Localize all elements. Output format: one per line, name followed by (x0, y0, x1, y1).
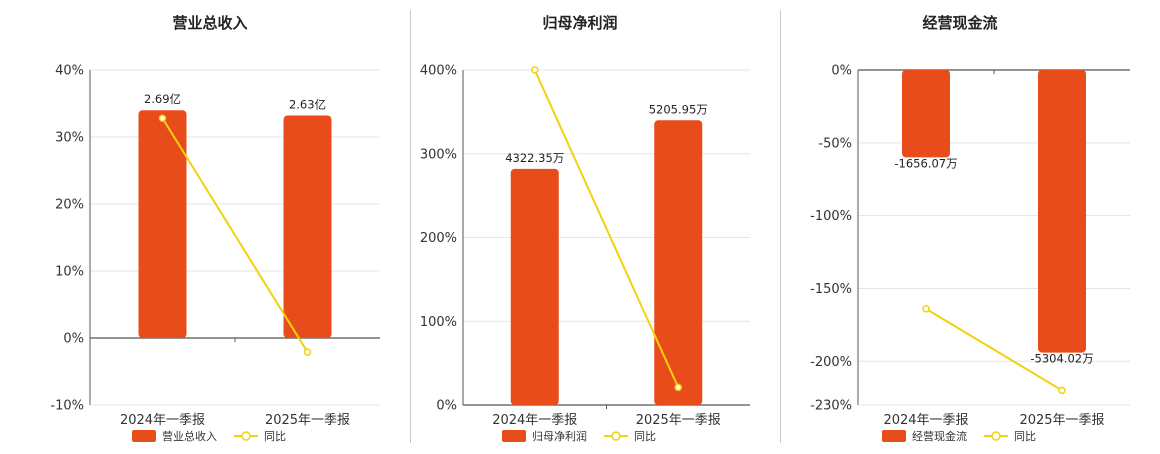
legend-label-bar: 归母净利润 (532, 429, 587, 443)
y-tick-label: -200% (810, 355, 852, 370)
yoy-point (674, 383, 682, 392)
y-tick-label: 100% (420, 315, 457, 330)
legend-label-bar: 经营现金流 (912, 429, 967, 443)
chart-panel-3: 经营现金流 -230% -200% -150% -100% -50% 0% 2024年一季报 2… (810, 14, 1130, 443)
legend-swatch-point (991, 431, 1001, 441)
panel-divider (780, 10, 781, 443)
legend-label-bar: 营业总收入 (162, 429, 217, 443)
x-tick-label: 2025年一季报 (636, 413, 721, 428)
chart-panel-2: 归母净利润 0% 100% 200% 300% 400% 2024年一季报 2025年一季报 4… (420, 14, 750, 443)
y-tick-label: 20% (55, 198, 84, 213)
legend-label-line: 同比 (1014, 430, 1036, 443)
yoy-line (533, 69, 680, 388)
y-tick-label: 0% (436, 399, 457, 414)
bar (1038, 70, 1086, 353)
yoy-line (161, 117, 309, 353)
x-tick-label: 2024年一季报 (492, 413, 577, 428)
y-tick-label: 40% (55, 64, 84, 79)
legend-swatch-bar (502, 430, 526, 442)
chart-title: 营业总收入 (172, 14, 247, 32)
y-tick-label: 10% (55, 265, 84, 280)
panel-divider (410, 10, 411, 443)
x-tick-label: 2025年一季报 (265, 413, 350, 428)
x-tick-label: 2025年一季报 (1019, 413, 1104, 428)
y-tick-label: 400% (420, 64, 457, 79)
chart-panel-1: 营业总收入 -10% 0% 10% 20% 30% 40% 2024年一季报 2025年一季报 2… (50, 14, 380, 443)
bar-data-label: -5304.02万 (1030, 352, 1093, 366)
y-tick-label: 30% (55, 131, 84, 146)
bar (138, 110, 187, 338)
y-tick-label: 300% (420, 147, 457, 162)
legend-swatch-point (611, 431, 621, 441)
yoy-point (1058, 386, 1066, 395)
yoy-point (922, 305, 930, 313)
bar-data-label: 4322.35万 (505, 151, 564, 165)
y-tick-label: -100% (810, 209, 852, 224)
y-tick-label: -50% (818, 136, 852, 151)
yoy-point (158, 114, 167, 122)
yoy-point (303, 348, 312, 356)
y-tick-label: -10% (50, 399, 84, 414)
bar-data-label: 5205.95万 (649, 102, 708, 116)
x-tick-label: 2024年一季报 (120, 413, 205, 428)
x-tick-label: 2024年一季报 (883, 413, 968, 428)
bar-data-label: 2.69亿 (144, 92, 181, 106)
y-tick-label: 200% (420, 231, 457, 246)
y-tick-label: 0% (63, 332, 84, 347)
y-tick-label: 0% (831, 64, 852, 79)
y-tick-label: -230% (810, 399, 852, 414)
yoy-point (531, 66, 539, 74)
bar-data-label: -1656.07万 (894, 156, 957, 170)
legend-label-line: 同比 (634, 430, 656, 443)
legend-label-line: 同比 (264, 430, 286, 443)
bar (902, 70, 950, 158)
bar-data-label: 2.63亿 (289, 98, 326, 112)
bar (283, 115, 332, 338)
bar (510, 168, 559, 405)
y-tick-label: -150% (810, 282, 852, 297)
chart-title: 经营现金流 (922, 14, 997, 32)
legend-swatch-bar (132, 430, 156, 442)
bar (654, 120, 703, 405)
legend-swatch-bar (882, 430, 906, 442)
yoy-line (925, 308, 1063, 392)
chart-title: 归母净利润 (542, 14, 617, 32)
legend-swatch-point (241, 431, 251, 441)
